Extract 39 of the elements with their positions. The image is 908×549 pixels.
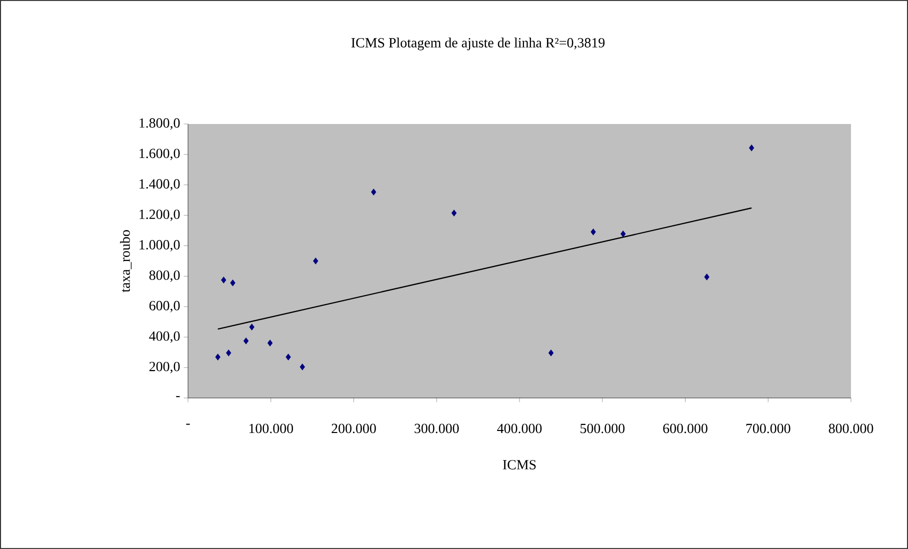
point bbox=[267, 340, 273, 346]
point bbox=[286, 354, 291, 360]
x-tick-label: 300.000 bbox=[414, 424, 459, 434]
point bbox=[590, 228, 596, 236]
x-tick-label: 700.000 bbox=[746, 424, 790, 434]
point bbox=[221, 276, 226, 284]
x-tick-label: - bbox=[186, 424, 190, 425]
x-tick-label: 200.000 bbox=[332, 424, 376, 434]
x-axis-title: ICMS bbox=[502, 460, 536, 470]
y-tick-label: - bbox=[176, 396, 180, 398]
point bbox=[243, 338, 249, 344]
chart-title: ICMS Plotagem de ajuste de linha R²=0,3819 bbox=[351, 38, 605, 50]
point bbox=[620, 230, 626, 238]
point bbox=[313, 258, 318, 264]
y-tick-label: 200,0 bbox=[149, 362, 180, 374]
x-tick-label: 400.000 bbox=[497, 424, 542, 434]
point bbox=[748, 144, 754, 152]
point bbox=[230, 280, 236, 286]
y-tick-label: 400,0 bbox=[149, 331, 180, 343]
point bbox=[371, 188, 376, 196]
point bbox=[215, 354, 220, 360]
point bbox=[548, 350, 554, 356]
y-tick-label: 800,0 bbox=[149, 270, 180, 282]
y-tick-label: 1.200,0 bbox=[140, 210, 180, 222]
y-tick-label: 1.600,0 bbox=[140, 148, 180, 160]
point bbox=[249, 324, 254, 330]
point bbox=[300, 364, 305, 370]
x-tick-label: 600.000 bbox=[663, 424, 708, 434]
y-axis-title: taxa_roubo bbox=[120, 230, 132, 292]
y-tick-label: 600,0 bbox=[149, 300, 180, 312]
y-tick-label: 1.000,0 bbox=[140, 240, 180, 252]
x-tick-label: 100.000 bbox=[249, 424, 294, 434]
x-tick-label: 500.000 bbox=[580, 424, 625, 434]
point bbox=[451, 210, 457, 216]
y-tick-label: 1.400,0 bbox=[140, 179, 180, 191]
point bbox=[704, 274, 710, 280]
y-tick-label: 1.800,0 bbox=[140, 118, 180, 130]
x-tick-label: 800.000 bbox=[828, 424, 874, 434]
point bbox=[226, 350, 232, 356]
